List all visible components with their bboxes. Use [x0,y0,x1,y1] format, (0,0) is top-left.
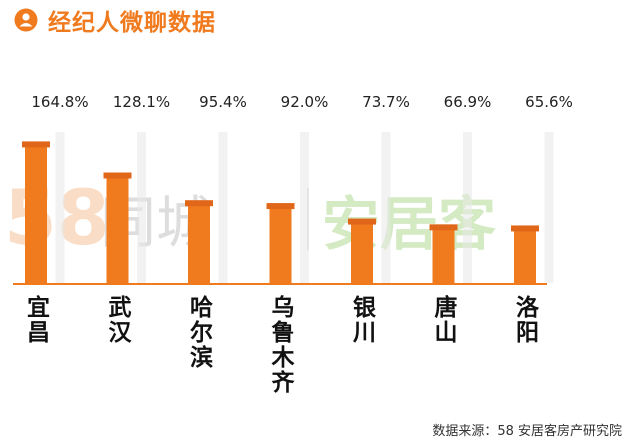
bg-stripe [300,132,309,283]
bg-stripe [55,132,65,283]
category-label: 宜 [27,294,50,321]
bar-cap [348,218,376,225]
category-label: 山 [435,320,458,346]
category-label: 鲁 [271,319,295,346]
category-label: 乌 [272,294,295,321]
bar-value-label: 164.8% [31,93,88,111]
category-label: 汉 [109,320,133,346]
bar [106,174,129,283]
bg-stripe [137,132,146,283]
bar [269,205,292,283]
bar-value-label: 95.4% [199,93,247,111]
bar [351,220,373,283]
bar-cap [511,225,539,232]
bg-stripe [218,132,228,283]
bar [432,226,455,283]
category-label: 尔 [190,319,213,346]
bar-value-label: 128.1% [113,93,170,111]
category-label: 洛 [516,294,540,321]
category-label: 武 [109,295,132,321]
category-label: 银 [353,294,377,321]
bar [25,143,47,283]
chart-title: 经纪人微聊数据 [48,10,216,36]
category-label: 齐 [272,369,296,396]
category-label: 阳 [516,320,539,346]
bar [514,227,536,283]
category-label: 唐 [435,294,458,321]
source-note: 数据来源：58 安居客房产研究院 [432,424,622,439]
bar-value-label: 65.6% [525,93,573,111]
category-label: 川 [353,320,376,346]
category-label: 哈 [190,295,213,321]
bar-cap [429,224,458,231]
bar-value-label: 92.0% [281,93,329,111]
bar-cap [266,203,295,210]
person-circle-icon [14,8,38,32]
bar-cap [22,141,50,148]
bar-cap [185,200,213,207]
bar-value-label: 73.7% [362,93,410,111]
category-label: 木 [271,345,295,371]
bar [188,202,210,283]
bg-stripe [544,132,554,283]
bar-cap [103,172,132,179]
title-row: 经纪人微聊数据 [14,3,216,37]
bg-stripe [463,132,472,283]
category-label: 滨 [190,344,213,371]
category-label: 昌 [27,320,50,346]
bg-stripe [381,132,391,283]
bar-value-label: 66.9% [444,93,492,111]
